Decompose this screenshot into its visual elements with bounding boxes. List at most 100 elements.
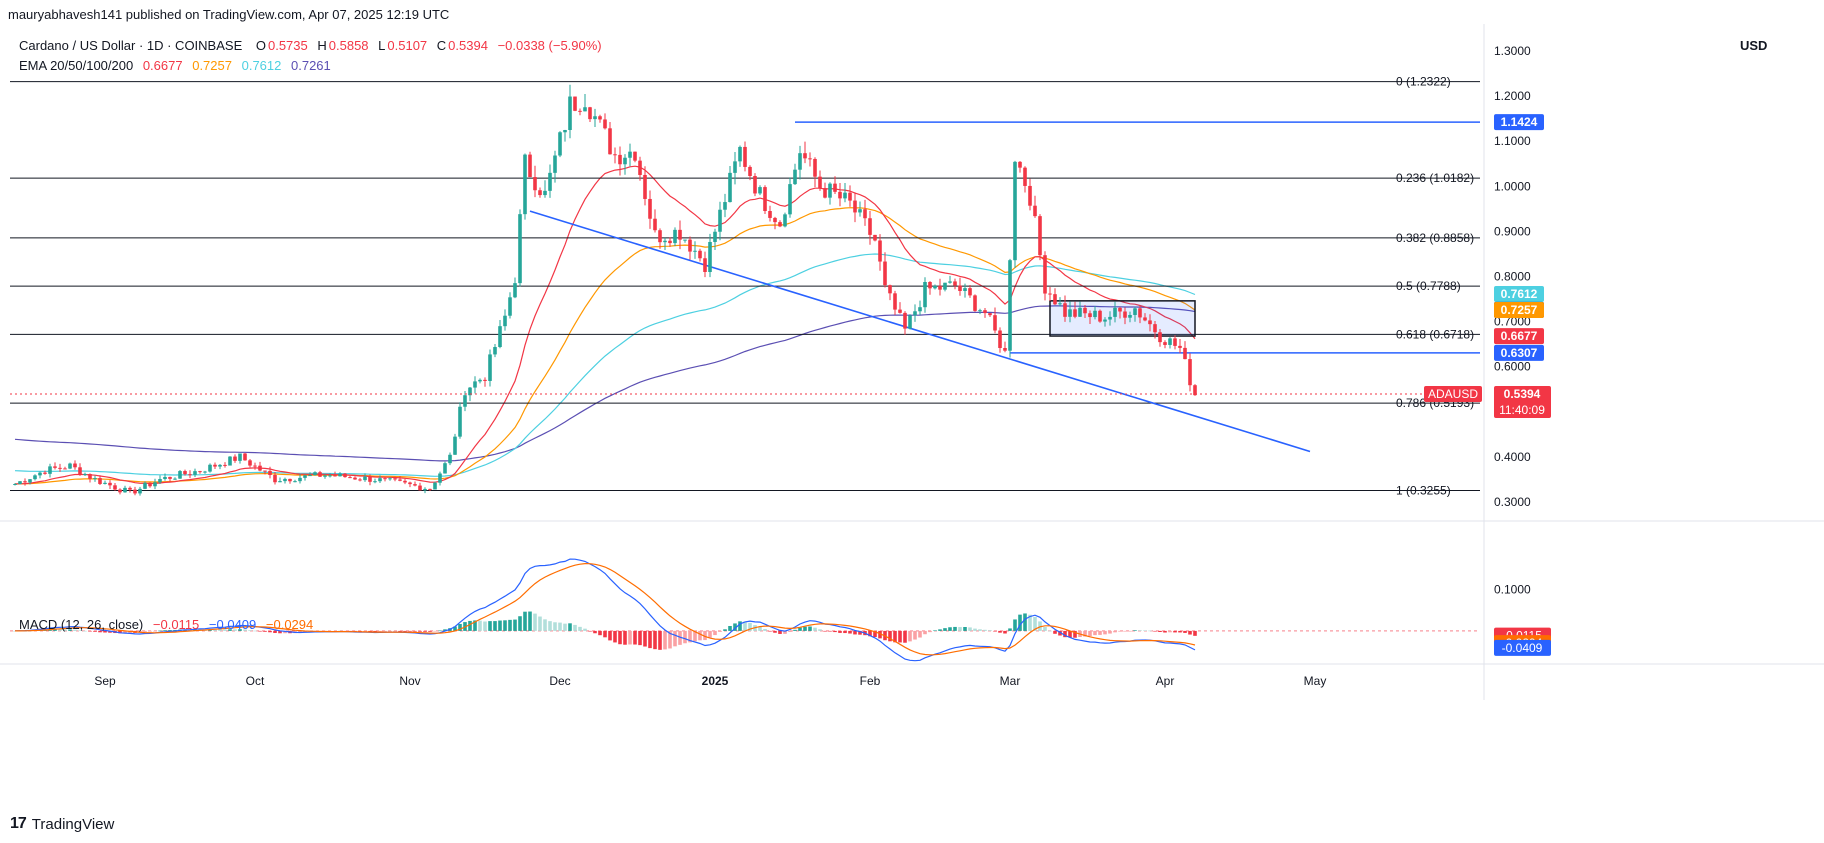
candle-body [133, 489, 137, 494]
symbol-tag [1424, 386, 1482, 403]
candle-body [463, 395, 467, 407]
macd-histogram-bar [633, 630, 637, 645]
candle-body [1178, 345, 1182, 348]
candle-body [903, 312, 907, 329]
candle-body [1183, 347, 1187, 360]
ema-legend[interactable]: EMA 20/50/100/200 0.6677 0.7257 0.7612 0… [19, 58, 331, 73]
macd-histogram-bar [783, 630, 787, 634]
macd-legend[interactable]: MACD (12, 26, close) −0.0115 −0.0409 −0.… [19, 617, 313, 632]
macd-histogram-bar [388, 630, 392, 632]
macd-histogram-bar [718, 630, 722, 632]
macd-histogram-bar [798, 627, 802, 631]
candle-body [783, 214, 787, 227]
candle-body [513, 283, 517, 298]
macd-hist-value: −0.0115 [152, 617, 200, 632]
macd-histogram-bar [973, 628, 977, 631]
candle-body [233, 456, 237, 461]
macd-tag [1494, 639, 1551, 656]
macd-histogram-bar [483, 621, 487, 631]
candles [13, 84, 1197, 496]
macd-histogram-bar [708, 630, 712, 638]
macd-histogram-bar [903, 630, 907, 643]
macd-histogram-bar [88, 630, 92, 632]
macd-histogram-bar [1083, 630, 1087, 637]
macd-histogram-bar [1103, 630, 1107, 635]
candle-body [1093, 310, 1097, 318]
macd-histogram-bar [1158, 630, 1162, 632]
macd-histogram-bar [1048, 630, 1052, 632]
symbol-name[interactable]: Cardano / US Dollar · 1D · COINBASE [19, 38, 243, 53]
candle-body [418, 485, 422, 491]
macd-histogram-bar [918, 630, 922, 638]
macd-histogram-bar [1093, 630, 1097, 636]
macd-histogram-bar [253, 630, 257, 632]
macd-histogram-bar [648, 630, 652, 649]
candle-body [1073, 309, 1077, 317]
macd-histogram-bar [393, 630, 397, 632]
macd-histogram-bar [278, 630, 282, 634]
candle-body [453, 436, 457, 455]
macd-histogram-bar [683, 630, 687, 644]
macd-histogram-bar [993, 630, 997, 632]
candle-body [653, 218, 657, 231]
candle-body [343, 473, 347, 478]
candle-body [58, 467, 62, 469]
candle-body [713, 231, 717, 242]
candle-body [563, 130, 567, 133]
candle-body [1173, 338, 1177, 346]
candle-body [778, 222, 782, 227]
signal-line [15, 562, 1196, 656]
candle-body [523, 154, 527, 215]
macd-histogram-bar [363, 630, 367, 632]
price-tag [1494, 114, 1544, 131]
macd-histogram-bar [928, 630, 932, 633]
candle-body [1083, 307, 1087, 314]
macd-histogram-bar [273, 630, 277, 633]
macd-histogram-bar [173, 629, 177, 631]
candle-body [898, 309, 902, 313]
macd-histogram-bar [243, 629, 247, 631]
candle-body [928, 281, 932, 289]
low-value: 0.5107 [387, 38, 428, 53]
candle-body [283, 478, 287, 482]
candle-body [633, 151, 637, 161]
candle-body [1013, 161, 1017, 261]
candle-body [213, 464, 217, 467]
macd-histogram-bar [1178, 630, 1182, 633]
ema20-value: 0.6677 [142, 58, 183, 73]
macd-histogram-bar [578, 626, 582, 631]
candle-body [788, 184, 792, 215]
y-tick-label: 0.6000 [1494, 360, 1531, 374]
macd-histogram-bar [833, 630, 837, 633]
candle-body [1088, 313, 1092, 318]
candle-body [688, 239, 692, 252]
candle-body [473, 381, 477, 388]
macd-histogram-bar [398, 630, 402, 632]
candle-body [68, 463, 72, 469]
macd-histogram-bar [1023, 613, 1027, 631]
candle-body [413, 484, 417, 486]
x-tick-label: May [1304, 674, 1327, 688]
candle-body [998, 330, 1002, 349]
macd-histogram-bar [1073, 630, 1077, 638]
candle-body [973, 295, 977, 311]
currency-button[interactable]: USD [1740, 38, 1768, 53]
candle-body [298, 477, 302, 482]
macd-histogram-bar [888, 630, 892, 642]
candle-body [363, 476, 367, 481]
candle-body [913, 311, 917, 316]
candle-body [273, 474, 277, 483]
macd-line [14, 558, 1196, 662]
price-tag-label: 0.6677 [1501, 329, 1538, 343]
fib-level-label: 0.5 (0.7788) [1396, 279, 1461, 293]
macd-histogram-bar [623, 630, 627, 645]
macd-histogram-bar [1128, 630, 1132, 632]
candle-body [658, 230, 662, 243]
candle-body [338, 473, 342, 477]
candle-body [863, 209, 867, 219]
candle-body [493, 347, 497, 355]
macd-histogram-bar [583, 628, 587, 631]
candle-body [823, 188, 827, 198]
candle-body [358, 479, 362, 481]
